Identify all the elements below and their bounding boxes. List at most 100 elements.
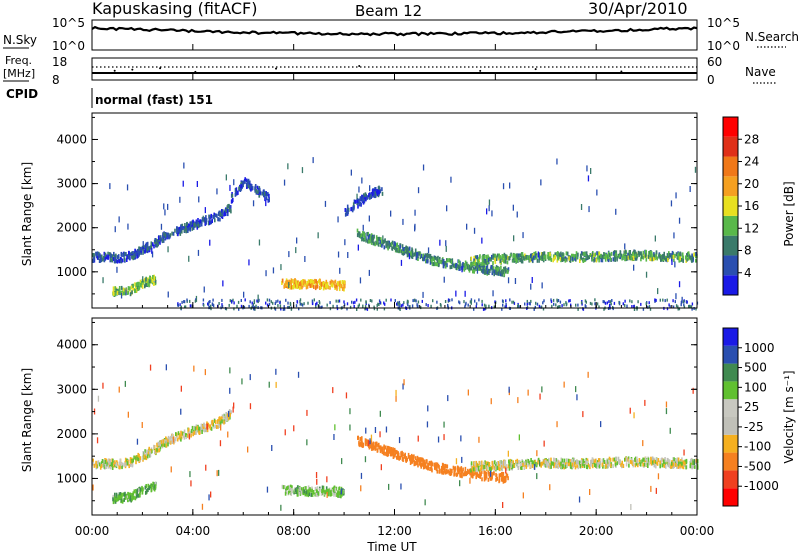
data-cell <box>141 485 143 490</box>
data-cell <box>415 251 417 256</box>
data-cell <box>183 300 186 304</box>
data-cell <box>678 459 680 464</box>
data-cell <box>683 449 685 456</box>
data-cell <box>225 208 227 213</box>
data-cell <box>138 285 141 290</box>
data-cell <box>675 460 678 465</box>
data-cell <box>521 252 524 256</box>
data-cell <box>386 448 388 453</box>
data-cell <box>257 300 259 304</box>
data-cell <box>139 282 142 287</box>
data-cell <box>203 303 205 307</box>
data-cell <box>326 281 329 286</box>
data-cell <box>595 258 598 263</box>
data-cell <box>244 177 246 182</box>
data-cell <box>526 299 528 303</box>
data-cell <box>560 251 562 256</box>
data-cell <box>557 464 559 469</box>
data-cell <box>642 307 645 311</box>
data-cell <box>524 461 526 466</box>
data-cell <box>176 229 178 234</box>
data-cell <box>436 256 438 261</box>
data-cell <box>114 256 116 261</box>
data-cell <box>677 464 680 469</box>
data-cell <box>392 447 394 452</box>
data-cell <box>550 257 553 262</box>
data-cell <box>372 236 375 241</box>
noise-tick-high-right: 10^5 <box>707 16 740 30</box>
data-cell <box>107 251 109 256</box>
data-cell <box>369 192 371 197</box>
data-cell <box>228 303 230 307</box>
data-cell <box>521 466 523 470</box>
data-cell <box>517 460 520 465</box>
data-cell <box>589 465 591 470</box>
data-cell <box>503 252 506 257</box>
data-cell <box>402 218 404 225</box>
data-cell <box>691 463 694 468</box>
data-cell <box>227 416 230 421</box>
data-cell <box>628 463 630 468</box>
data-cell <box>157 441 160 446</box>
data-cell <box>372 191 375 196</box>
data-cell <box>166 439 168 444</box>
data-cell <box>691 307 693 311</box>
data-cell <box>141 490 144 495</box>
x-tick-label: 00:00 <box>75 524 110 538</box>
data-cell <box>209 424 212 429</box>
colorbar-segment <box>723 328 738 346</box>
data-cell <box>603 254 606 259</box>
data-cell <box>502 502 504 508</box>
data-cell <box>678 258 680 263</box>
data-cell <box>160 440 163 445</box>
data-cell <box>488 257 491 262</box>
data-cell <box>573 461 576 466</box>
data-cell <box>416 254 418 259</box>
data-cell <box>672 462 675 467</box>
data-cell <box>656 461 659 466</box>
data-cell <box>410 453 413 458</box>
data-cell <box>375 240 377 245</box>
data-cell <box>598 255 601 260</box>
data-cell <box>282 485 285 490</box>
data-cell <box>183 162 185 169</box>
data-cell <box>627 252 629 257</box>
data-cell <box>116 255 119 260</box>
data-cell <box>499 255 502 260</box>
data-cell <box>162 238 165 243</box>
data-cell <box>279 301 281 305</box>
data-cell <box>221 298 223 302</box>
data-cell <box>115 462 118 467</box>
data-cell <box>647 464 649 468</box>
data-cell <box>92 253 95 258</box>
data-cell <box>679 256 681 261</box>
data-cell <box>288 282 290 288</box>
colorbar-tick-label: 20 <box>744 177 759 191</box>
data-cell <box>115 492 118 497</box>
data-cell <box>132 491 135 496</box>
data-cell <box>505 304 507 308</box>
data-cell <box>400 249 403 254</box>
data-cell <box>377 302 379 306</box>
data-cell <box>373 191 376 195</box>
data-cell <box>475 302 478 306</box>
data-cell <box>146 241 149 246</box>
freq-label: Freq. <box>5 54 32 67</box>
data-cell <box>503 462 506 467</box>
data-cell <box>639 462 642 467</box>
data-cell <box>163 231 165 236</box>
data-cell <box>479 472 482 477</box>
data-cell <box>677 307 679 311</box>
data-cell <box>398 437 401 444</box>
data-cell <box>445 469 448 473</box>
data-cell <box>559 256 562 261</box>
data-cell <box>625 462 628 467</box>
data-cell <box>252 305 254 308</box>
data-cell <box>675 252 678 257</box>
data-cell <box>151 247 153 254</box>
data-cell <box>208 303 210 307</box>
data-cell <box>400 452 402 456</box>
data-cell <box>590 459 592 464</box>
data-cell <box>378 185 380 190</box>
data-cell <box>527 459 530 463</box>
